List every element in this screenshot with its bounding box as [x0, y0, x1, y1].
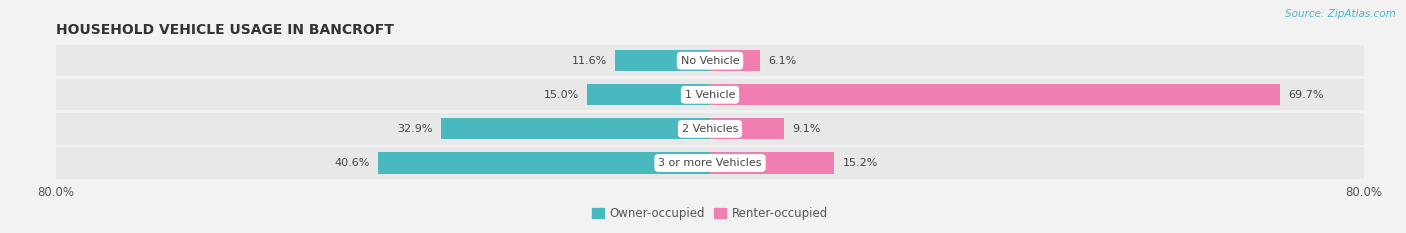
Bar — [56, 147, 1364, 179]
Text: 6.1%: 6.1% — [768, 56, 796, 66]
Text: No Vehicle: No Vehicle — [681, 56, 740, 66]
Text: Source: ZipAtlas.com: Source: ZipAtlas.com — [1285, 9, 1396, 19]
Bar — [56, 113, 1364, 144]
Text: 2 Vehicles: 2 Vehicles — [682, 124, 738, 134]
Text: 1 Vehicle: 1 Vehicle — [685, 90, 735, 100]
Text: 40.6%: 40.6% — [335, 158, 370, 168]
Legend: Owner-occupied, Renter-occupied: Owner-occupied, Renter-occupied — [586, 202, 834, 225]
Text: 15.2%: 15.2% — [842, 158, 877, 168]
Text: 69.7%: 69.7% — [1288, 90, 1323, 100]
Bar — [710, 152, 834, 174]
Bar — [56, 79, 1364, 110]
Text: 15.0%: 15.0% — [544, 90, 579, 100]
Bar — [710, 50, 759, 71]
Bar — [588, 84, 710, 105]
Bar — [441, 118, 710, 140]
Text: 9.1%: 9.1% — [793, 124, 821, 134]
Bar — [378, 152, 710, 174]
Bar — [56, 45, 1364, 76]
Bar — [616, 50, 710, 71]
Bar — [710, 84, 1279, 105]
Text: 3 or more Vehicles: 3 or more Vehicles — [658, 158, 762, 168]
Text: 11.6%: 11.6% — [572, 56, 607, 66]
Text: 32.9%: 32.9% — [398, 124, 433, 134]
Text: HOUSEHOLD VEHICLE USAGE IN BANCROFT: HOUSEHOLD VEHICLE USAGE IN BANCROFT — [56, 23, 394, 37]
Bar — [710, 118, 785, 140]
